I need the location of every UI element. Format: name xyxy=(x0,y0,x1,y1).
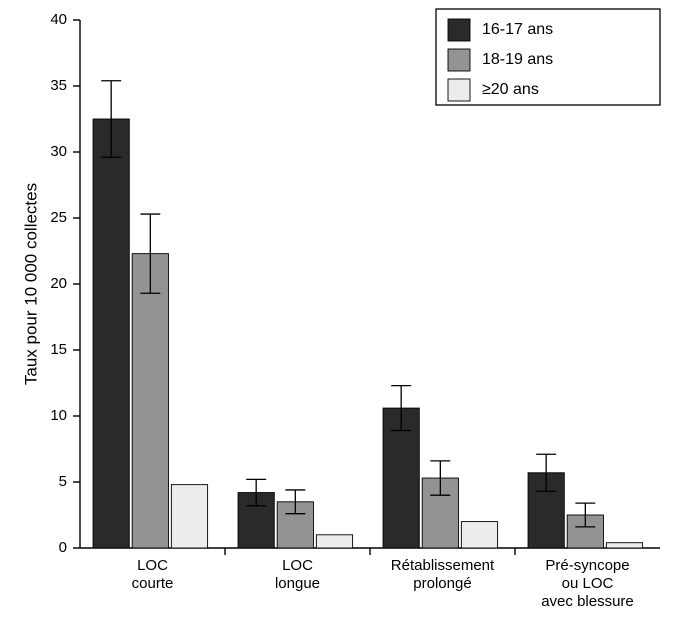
bar xyxy=(93,119,129,548)
bar xyxy=(132,254,168,548)
svg-text:30: 30 xyxy=(50,143,67,160)
legend-swatch xyxy=(448,49,470,71)
svg-text:0: 0 xyxy=(59,539,67,556)
legend-swatch xyxy=(448,19,470,41)
svg-text:40: 40 xyxy=(50,11,67,28)
legend-label: 18-19 ans xyxy=(482,51,553,68)
svg-text:5: 5 xyxy=(59,473,67,490)
svg-text:15: 15 xyxy=(50,341,67,358)
legend-label: 16-17 ans xyxy=(482,21,553,38)
x-category-label: LOClongue xyxy=(275,557,320,592)
bar xyxy=(606,543,642,548)
legend-label: ≥20 ans xyxy=(482,81,539,98)
svg-text:10: 10 xyxy=(50,407,67,424)
bar xyxy=(461,522,497,548)
x-category-label: LOCcourte xyxy=(132,557,174,592)
x-category-label: Rétablissementprolongé xyxy=(391,557,495,592)
x-category-label: Pré-syncopeou LOCavec blessure xyxy=(541,557,634,610)
svg-text:20: 20 xyxy=(50,275,67,292)
bar xyxy=(171,485,207,548)
y-axis-label: Taux pour 10 000 collectes xyxy=(21,183,40,385)
svg-text:25: 25 xyxy=(50,209,67,226)
rate-by-age-bar-chart: 0 5 10 15 20 25 30 35 40 Taux pour 10 000 collect… xyxy=(0,0,675,631)
legend-swatch xyxy=(448,79,470,101)
svg-text:35: 35 xyxy=(50,77,67,94)
bar xyxy=(316,535,352,548)
